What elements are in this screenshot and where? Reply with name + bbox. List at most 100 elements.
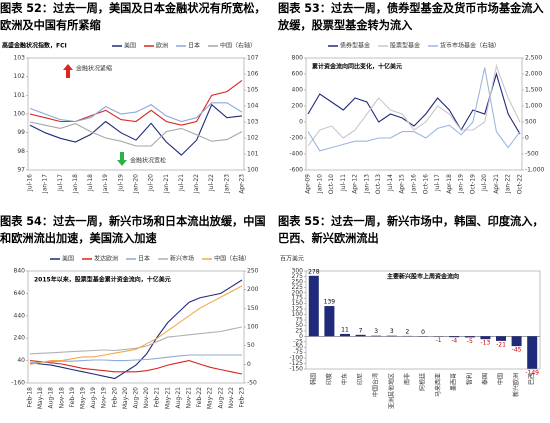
series-line xyxy=(29,285,243,365)
x-tick-label: Feb-19 xyxy=(69,387,76,408)
x-tick-label: Aug-22 xyxy=(217,387,224,409)
y2-tick-label: 104 xyxy=(247,103,259,110)
bar xyxy=(480,336,491,340)
y2-tick-label: 103 xyxy=(247,119,259,126)
legend-label: 日本 xyxy=(138,255,150,263)
y-tick-label: 100 xyxy=(14,111,26,118)
panel: 图表 54：过去一周，新兴市场和日本流出放缓，中国和欧洲流出加速，美国流入加速 -… xyxy=(0,213,272,423)
x-tick-label: Nov-19 xyxy=(101,387,108,409)
annotation: 金融状况紧缩 xyxy=(76,65,112,73)
legend-label: 欧洲 xyxy=(156,42,168,50)
x-tick-label: 泰国 xyxy=(481,373,489,385)
y-tick-label: 150 xyxy=(292,300,304,307)
y-tick-label: 250 xyxy=(292,278,304,285)
y-tick-label: 600 xyxy=(292,71,304,78)
bar xyxy=(324,306,335,337)
bar xyxy=(527,336,538,369)
y2-tick-label: 250 xyxy=(247,268,259,275)
legend-label: 新兴市场 xyxy=(170,255,194,263)
y-tick-label: 200 xyxy=(292,103,304,110)
x-tick-label: Jul-11 xyxy=(340,174,347,192)
plot-frame xyxy=(27,270,245,384)
x-tick-label: Aug-20 xyxy=(133,387,140,409)
y2-tick-label: 150 xyxy=(247,305,259,312)
x-tick-label: Apr-23 xyxy=(239,174,246,194)
series-line xyxy=(307,64,521,147)
y2-tick-label: 100 xyxy=(247,324,259,331)
x-tick-label: Oct-22 xyxy=(517,174,524,194)
subtitle: 2015年以来，股票型基金累计资金流向，十亿美元 xyxy=(34,276,171,284)
legend-label: 中国（右轴） xyxy=(214,255,250,263)
x-tick-label: 智利 xyxy=(465,373,473,385)
series-line xyxy=(29,102,243,123)
value-label: 0 xyxy=(421,329,425,336)
x-tick-label: Apr-12 xyxy=(352,174,359,194)
x-tick-label: Apr-09 xyxy=(305,174,312,194)
x-tick-label: Jan-16 xyxy=(411,174,418,194)
panel-title: 图表 52：过去一周，美国及日本金融状况有所宽松，欧洲及中国有所紧缩 xyxy=(0,2,266,32)
plot-frame xyxy=(27,57,245,171)
x-tick-label: Jan-10 xyxy=(316,174,323,194)
y-tick-label: -50 xyxy=(293,344,303,351)
x-tick-label: Jan-23 xyxy=(223,174,230,194)
x-tick-label: Oct-19 xyxy=(469,174,476,194)
series-line xyxy=(29,354,242,364)
legend-label: 股票型基金 xyxy=(390,42,420,50)
y-tick-label: 50 xyxy=(295,322,303,329)
x-tick-label: Feb-20 xyxy=(111,387,118,408)
x-tick-label: Nov-18 xyxy=(58,387,65,409)
x-tick-label: 中国 xyxy=(497,373,505,385)
x-tick-label: Jul-16 xyxy=(27,174,34,192)
x-tick-label: 韩国 xyxy=(309,373,317,385)
x-tick-label: Jan-21 xyxy=(163,174,170,194)
legend-label: 债券型基金 xyxy=(340,42,370,50)
y-tick-label: 125 xyxy=(292,306,304,313)
chart: -600 -400 -200 0 200 400 600 800 -1,000 -500 0 500 1… xyxy=(289,42,545,195)
y2-tick-label: 100 xyxy=(247,167,259,174)
y-tick-label: -100 xyxy=(289,355,303,362)
legend-label: 发达欧洲 xyxy=(94,255,118,263)
y-tick-label: 240 xyxy=(14,335,26,342)
series-line xyxy=(29,360,243,375)
x-tick-label: Oct-16 xyxy=(422,174,429,194)
value-label: -4 xyxy=(451,338,457,345)
y-tick-label: 75 xyxy=(295,317,303,324)
bar xyxy=(308,275,319,337)
x-tick-label: Jan-22 xyxy=(505,174,512,194)
x-tick-label: 墨西哥 xyxy=(451,373,458,391)
bar xyxy=(511,336,522,347)
x-tick-label: Oct-13 xyxy=(375,174,382,194)
x-tick-label: Jul-17 xyxy=(434,174,441,192)
x-tick-label: Jan-22 xyxy=(193,174,200,194)
series-line xyxy=(307,72,521,135)
y-tick-label: 200 xyxy=(292,289,304,296)
bar xyxy=(371,335,382,337)
legend-label: 美国 xyxy=(124,42,136,50)
panel-title: 图表 54：过去一周，新兴市场和日本流出放缓，中国和欧洲流出加速，美国流入加速 xyxy=(0,215,266,245)
plot-frame xyxy=(305,57,523,171)
x-tick-label: 中国台湾 xyxy=(372,373,380,397)
y2-tick-label: 107 xyxy=(247,55,259,62)
y-tick-label: -125 xyxy=(289,360,303,367)
x-tick-label: Jul-20 xyxy=(148,174,155,192)
y2-tick-label: -1,000 xyxy=(525,167,545,174)
y2-tick-label: 106 xyxy=(247,71,259,78)
x-tick-label: 印尼 xyxy=(357,373,364,385)
x-tick-label: 马来西亚 xyxy=(434,373,442,397)
y2-tick-label: 1,000 xyxy=(525,103,542,110)
panel-title: 图表 55：过去一周，新兴市场中，韩国、印度流入，巴西、新兴欧洲流出 xyxy=(278,215,544,245)
x-tick-label: Feb-23 xyxy=(239,387,246,408)
subtitle: 主要新兴股市上周资金流向 xyxy=(387,273,459,281)
y2-tick-label: 1,500 xyxy=(525,87,542,94)
x-tick-label: 中东 xyxy=(341,373,349,385)
x-tick-label: Feb-18 xyxy=(27,387,34,408)
x-tick-label: Jul-19 xyxy=(117,174,124,192)
series-line xyxy=(29,326,243,355)
value-label: -149 xyxy=(525,369,539,376)
y-tick-label: 640 xyxy=(14,290,26,297)
x-tick-label: May-22 xyxy=(207,387,214,409)
x-tick-label: Feb-21 xyxy=(154,387,161,408)
y2-tick-label: 50 xyxy=(247,342,255,349)
bar xyxy=(386,335,397,337)
